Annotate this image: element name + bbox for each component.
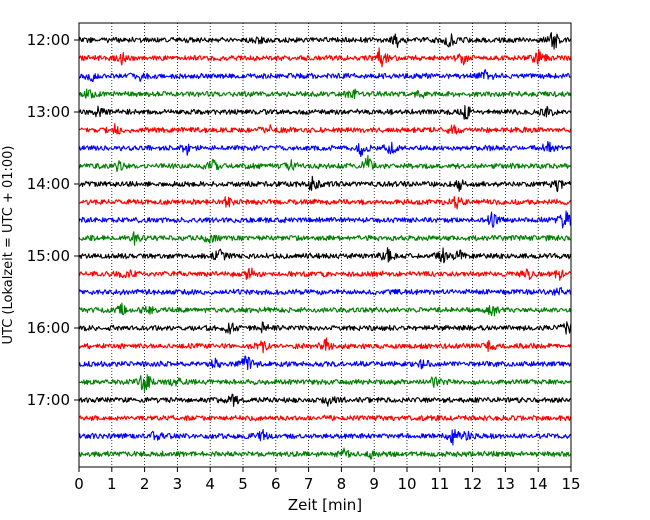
x-tick-label: 5 [238,475,248,493]
trace-line [78,267,572,281]
x-tick-label: 0 [74,475,84,493]
trace-line [78,47,572,68]
trace-line [78,247,572,264]
x-tick-label: 11 [430,475,449,493]
y-tick-label: 12:00 [27,31,70,49]
x-axis: 0 1 2 3 4 5 6 7 8 9 10 11 12 13 14 15 [74,467,581,493]
x-tick-label: 3 [173,475,183,493]
trace-line [78,286,572,296]
x-tick-label: 1 [107,475,117,493]
trace-line [78,210,572,229]
x-tick-label: 8 [337,475,347,493]
plot-frame [78,22,572,468]
y-axis: 12:00 13:00 14:00 15:00 16:00 17:00 [27,31,79,409]
x-tick-label: 6 [271,475,281,493]
trace-line [78,154,572,173]
x-tick-label: 13 [496,475,515,493]
trace-line [78,447,572,460]
grid-lines [111,23,539,467]
y-tick-label: 13:00 [27,103,70,121]
trace-line [78,231,572,246]
x-tick-label: 12 [463,475,482,493]
x-tick-label: 10 [397,475,416,493]
trace-line [78,141,572,158]
y-tick-label: 15:00 [27,247,70,265]
x-tick-label: 14 [529,475,548,493]
trace-line [78,355,572,371]
trace-layer [78,32,572,460]
trace-line [78,88,572,99]
trace-line [78,428,572,446]
x-tick-label: 4 [205,475,215,493]
trace-line [78,123,572,135]
trace-line [78,321,572,335]
trace-line [78,302,572,317]
trace-line [78,414,572,422]
trace-line [78,32,572,50]
trace-line [78,337,572,354]
x-axis-label: Zeit [min] [288,496,362,514]
y-tick-label: 14:00 [27,175,70,193]
x-tick-label: 9 [369,475,379,493]
trace-line [78,69,572,83]
x-tick-label: 2 [140,475,150,493]
trace-line [78,105,572,120]
trace-line [78,175,572,193]
trace-line [78,195,572,210]
y-tick-label: 16:00 [27,319,70,337]
x-tick-label: 15 [561,475,580,493]
trace-line [78,393,572,407]
x-tick-label: 7 [304,475,314,493]
trace-line [78,374,572,392]
y-axis-label: UTC (Lokalzeit = UTC + 01:00) [1,146,16,345]
y-tick-label: 17:00 [27,391,70,409]
